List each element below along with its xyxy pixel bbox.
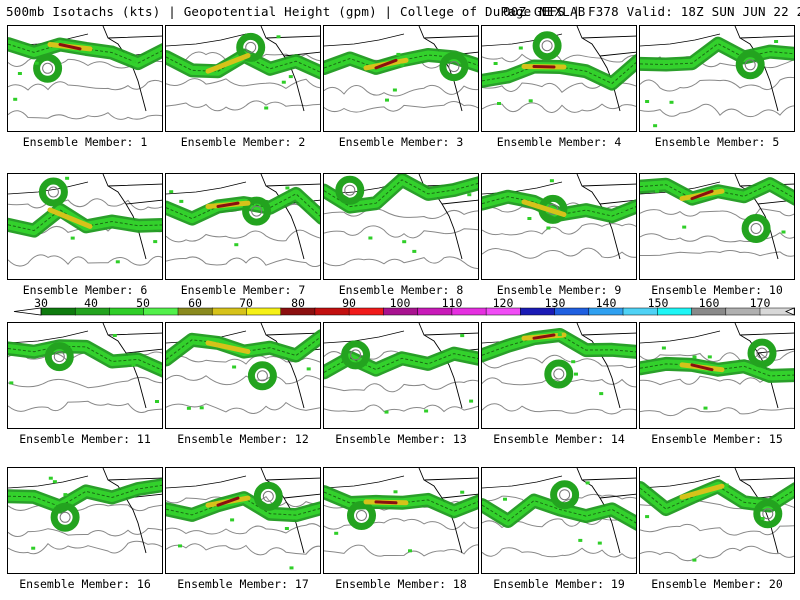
title-left: 500mb Isotachs (kts) | Geopotential Heig…: [6, 4, 586, 19]
member-label-16: Ensemble Member: 16: [19, 577, 151, 591]
member-label-17: Ensemble Member: 17: [177, 577, 309, 591]
title-bar: 500mb Isotachs (kts) | Geopotential Heig…: [0, 0, 800, 22]
colorbar-tick-120: 120: [492, 296, 514, 310]
colorbar-tick-90: 90: [342, 296, 356, 310]
map-panel-member-19: [481, 467, 637, 574]
member-label-14: Ensemble Member: 14: [493, 432, 625, 446]
map-panel-member-2: [165, 25, 321, 132]
member-label-2: Ensemble Member: 2: [180, 135, 306, 149]
colorbar-tick-60: 60: [188, 296, 202, 310]
map-panel-member-7: [165, 173, 321, 280]
map-panel-member-20: [639, 467, 795, 574]
map-panel-member-12: [165, 322, 321, 429]
isotach-colorbar: 30 40 50 60 70 80 90 100 110 120 130 140 150 160 170: [0, 296, 800, 320]
member-label-13: Ensemble Member: 13: [335, 432, 467, 446]
colorbar-tick-130: 130: [544, 296, 566, 310]
member-label-10: Ensemble Member: 10: [651, 283, 783, 297]
map-panel-member-9: [481, 173, 637, 280]
member-label-7: Ensemble Member: 7: [180, 283, 306, 297]
member-label-18: Ensemble Member: 18: [335, 577, 467, 591]
map-panel-member-10: [639, 173, 795, 280]
member-label-12: Ensemble Member: 12: [177, 432, 309, 446]
member-label-19: Ensemble Member: 19: [493, 577, 625, 591]
map-panel-member-11: [7, 322, 163, 429]
member-label-8: Ensemble Member: 8: [338, 283, 464, 297]
colorbar-tick-150: 150: [647, 296, 669, 310]
map-panel-member-6: [7, 173, 163, 280]
member-label-4: Ensemble Member: 4: [496, 135, 622, 149]
member-label-20: Ensemble Member: 20: [651, 577, 783, 591]
map-panel-member-13: [323, 322, 479, 429]
colorbar-tick-70: 70: [239, 296, 253, 310]
member-label-1: Ensemble Member: 1: [22, 135, 148, 149]
member-label-3: Ensemble Member: 3: [338, 135, 464, 149]
member-label-9: Ensemble Member: 9: [496, 283, 622, 297]
colorbar-scale: [13, 307, 795, 316]
colorbar-tick-100: 100: [389, 296, 411, 310]
colorbar-tick-30: 30: [34, 296, 48, 310]
colorbar-tick-80: 80: [291, 296, 305, 310]
member-label-5: Ensemble Member: 5: [654, 135, 780, 149]
map-panel-member-18: [323, 467, 479, 574]
colorbar-tick-140: 140: [595, 296, 617, 310]
map-panel-member-5: [639, 25, 795, 132]
map-panel-member-4: [481, 25, 637, 132]
map-panel-member-1: [7, 25, 163, 132]
map-panel-member-16: [7, 467, 163, 574]
map-panel-member-14: [481, 322, 637, 429]
member-label-15: Ensemble Member: 15: [651, 432, 783, 446]
map-panel-member-17: [165, 467, 321, 574]
colorbar-tick-110: 110: [441, 296, 463, 310]
map-panel-member-15: [639, 322, 795, 429]
map-panel-member-8: [323, 173, 479, 280]
title-right: 00Z GEFS | F378 Valid: 18Z SUN JUN 22 20…: [503, 4, 800, 19]
colorbar-tick-50: 50: [136, 296, 150, 310]
colorbar-tick-160: 160: [698, 296, 720, 310]
colorbar-tick-170: 170: [749, 296, 771, 310]
colorbar-tick-40: 40: [84, 296, 98, 310]
map-panel-member-3: [323, 25, 479, 132]
member-label-6: Ensemble Member: 6: [22, 283, 148, 297]
member-label-11: Ensemble Member: 11: [19, 432, 151, 446]
